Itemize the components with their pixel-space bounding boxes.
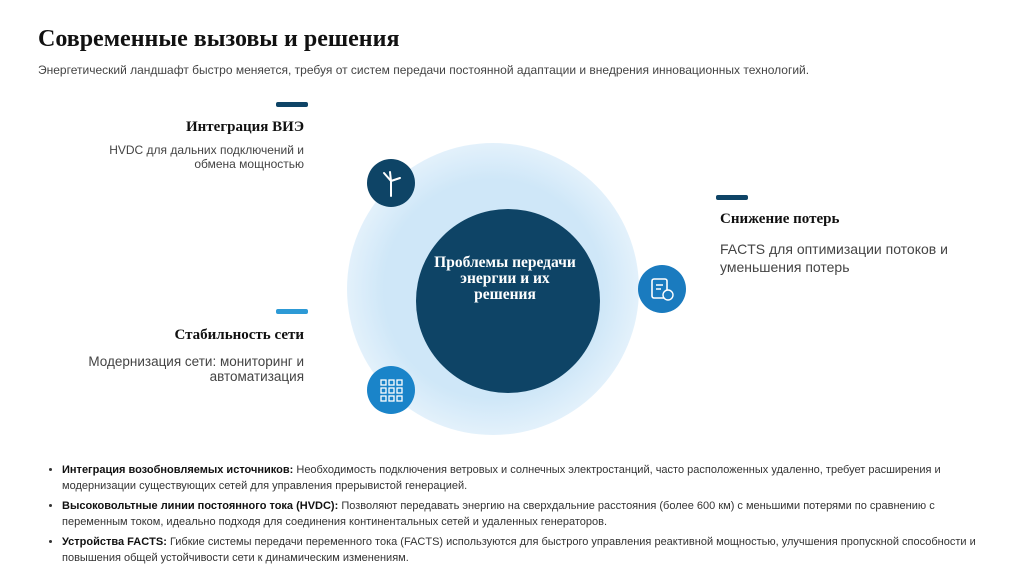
center-label: Проблемы передачи энергии и их решения: [434, 254, 576, 303]
accent-bar: [716, 195, 748, 200]
callout-text: FACTS для оптимизации потоков и уменьшен…: [720, 241, 948, 275]
clipboard-icon: [638, 265, 686, 313]
bullet: Высоковольтные линии постоянного тока (H…: [62, 498, 992, 530]
grid-icon: [367, 366, 415, 414]
callout-text: Модернизация сети: мониторинг и автомати…: [88, 354, 304, 384]
bullet: Интеграция возобновляемых источников: Не…: [62, 462, 992, 494]
accent-bar: [276, 309, 308, 314]
title: Современные вызовы и решения: [38, 26, 400, 52]
bullet: Устройства FACTS: Гибкие системы передач…: [62, 534, 992, 566]
wind-icon: [367, 159, 415, 207]
bullet-lead: Устройства FACTS:: [62, 536, 167, 548]
callout-title: Снижение потерь: [720, 211, 840, 227]
bullet-text: Позволяют передавать энергию на сверхдал…: [62, 500, 935, 528]
callout-title: Стабильность сети: [174, 327, 304, 343]
bullet-lead: Интеграция возобновляемых источников:: [62, 464, 294, 476]
inner-circle: [416, 209, 600, 393]
accent-bar: [276, 102, 308, 107]
bullet-lead: Высоковольтные линии постоянного тока (H…: [62, 500, 339, 512]
callout-title: Интеграция ВИЭ: [186, 119, 304, 135]
bullet-list: Интеграция возобновляемых источников: Не…: [38, 462, 992, 570]
bullet-text: Гибкие системы передачи переменного тока…: [62, 536, 976, 564]
subtitle: Энергетический ландшафт быстро меняется,…: [38, 63, 810, 77]
callout-text: HVDC для дальних подключений и обмена мо…: [109, 143, 304, 171]
bullet-text: Необходимость подключения ветровых и сол…: [62, 464, 941, 492]
